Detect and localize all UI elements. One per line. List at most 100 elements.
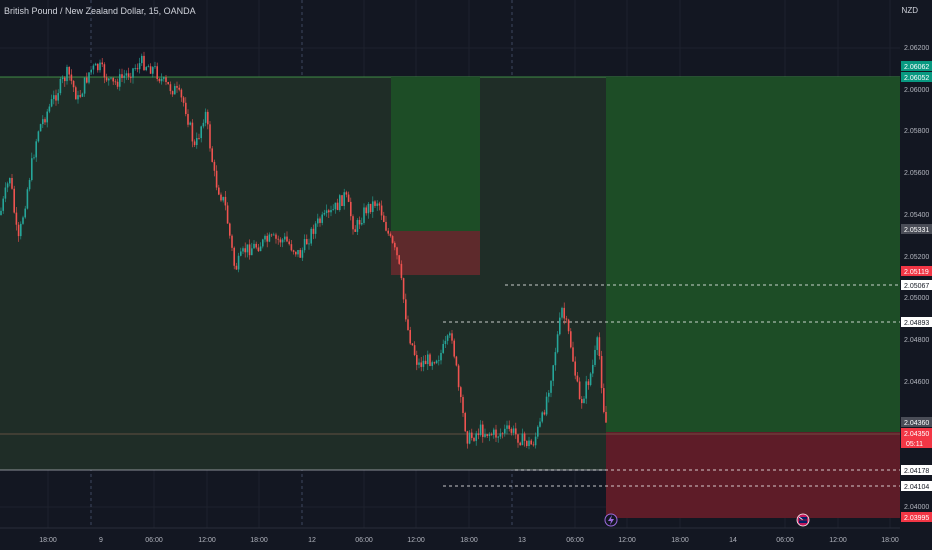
candle-body (493, 429, 495, 435)
long-position-loss-zone[interactable] (391, 231, 480, 275)
candle-body (376, 203, 378, 206)
candle-body (499, 433, 502, 437)
time-tick: 12 (308, 537, 316, 544)
candle-body (574, 361, 576, 376)
candle-body (581, 399, 583, 404)
candle-body (440, 352, 442, 361)
candle-body (270, 234, 273, 236)
candle-body (81, 93, 84, 97)
candle-body (119, 74, 121, 87)
candle-body (180, 89, 183, 98)
candle-body (244, 248, 246, 253)
candle-body (334, 202, 337, 210)
price-label: 2.04360 (904, 420, 929, 427)
candle-body (48, 106, 51, 112)
long-position-profit-zone[interactable] (391, 77, 480, 231)
candle-body (385, 221, 387, 231)
candle-body (587, 381, 590, 386)
time-tick: 18:00 (671, 537, 689, 544)
candle-body (222, 196, 224, 201)
nz-flag-icon[interactable] (796, 513, 810, 527)
candle-body (284, 236, 286, 240)
candle-body (171, 91, 174, 95)
candle-body (152, 67, 154, 74)
candle-body (411, 343, 414, 346)
candle-body (471, 432, 473, 438)
candle-body (134, 68, 136, 70)
candle-body (167, 82, 169, 85)
candle-body (460, 387, 462, 398)
candle-body (407, 319, 409, 331)
candle-body (53, 95, 55, 100)
candle-body (240, 251, 242, 256)
currency-label[interactable]: NZD (901, 6, 918, 15)
position-profit-zone[interactable] (606, 77, 900, 432)
candle-body (466, 431, 469, 444)
time-tick: 18:00 (881, 537, 899, 544)
candle-body (0, 210, 2, 215)
candle-body (589, 373, 592, 386)
time-tick: 12:00 (829, 537, 847, 544)
candle-body (457, 365, 460, 388)
candle-body (15, 212, 18, 225)
candle-body (521, 433, 524, 446)
symbol-title[interactable]: British Pound / New Zealand Dollar, 15, … (4, 6, 196, 16)
candle-body (394, 242, 396, 248)
candle-body (59, 79, 62, 94)
candle-body (125, 73, 128, 76)
time-axis-ticks: 18:00 9 06:00 12:00 18:00 12 06:00 12:00… (39, 537, 899, 544)
candle-body (198, 138, 200, 139)
candle-body (343, 192, 345, 206)
candle-body (286, 236, 288, 242)
candle-body (233, 247, 235, 266)
candle-body (501, 433, 504, 435)
candle-body (99, 62, 101, 71)
candle-body (477, 433, 480, 436)
candle-body (339, 195, 341, 211)
candle-body (350, 201, 352, 217)
candle-body (242, 248, 244, 252)
candle-body (77, 95, 79, 100)
candle-body (31, 158, 33, 181)
candle-body (26, 189, 29, 209)
price-label: 2.04104 (904, 484, 929, 491)
candle-body (275, 234, 277, 239)
candle-body (251, 248, 253, 256)
level-lines[interactable] (443, 284, 900, 487)
candle-body (61, 77, 64, 80)
candle-body (169, 84, 172, 92)
candle-body (193, 141, 196, 146)
price-label: 2.05119 (904, 269, 929, 276)
candle-body (114, 81, 117, 83)
time-tick: 06:00 (145, 537, 163, 544)
candle-body (66, 66, 68, 82)
candle-body (488, 434, 491, 436)
candle-body (191, 122, 194, 142)
candle-body (94, 63, 97, 66)
candle-body (431, 362, 433, 366)
candle-body (22, 217, 24, 224)
candle-body (9, 178, 11, 184)
time-axis[interactable] (0, 528, 932, 550)
candle-body (409, 330, 411, 344)
candle-body (413, 345, 416, 356)
lightning-icon[interactable] (604, 513, 618, 527)
candle-body (17, 224, 20, 237)
candle-body (303, 239, 306, 251)
candle-body (554, 352, 557, 366)
time-tick: 18:00 (460, 537, 478, 544)
candle-body (37, 131, 40, 142)
time-tick: 12:00 (618, 537, 636, 544)
position-loss-zone[interactable] (606, 432, 900, 518)
candle-body (583, 398, 585, 404)
candle-body (6, 183, 9, 188)
candle-body (420, 362, 422, 367)
candle-body (550, 380, 552, 393)
candle-body (68, 66, 70, 75)
candle-body (565, 318, 568, 320)
candle-body (50, 99, 53, 107)
candle-body (88, 72, 90, 83)
candle-body (328, 210, 330, 213)
candle-body (369, 203, 372, 212)
